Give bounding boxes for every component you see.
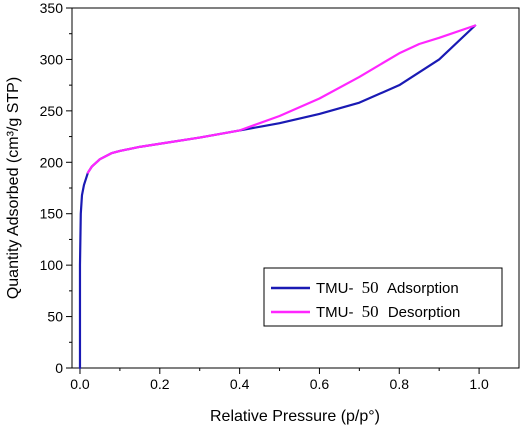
legend-prefix: TMU- (316, 304, 354, 321)
legend-number: 50 (362, 302, 379, 321)
axis-ticks: 0 50 100 150 200 250 300 350 0.0 0.2 0.4 0.6 0.8 1.0 (40, 0, 489, 392)
x-tick-label: 0.0 (70, 376, 90, 392)
y-tick-label: 250 (40, 103, 64, 119)
legend-suffix: Adsorption (387, 280, 459, 297)
y-tick-label: 350 (40, 0, 64, 16)
legend-label-desorption: TMU- 50 Desorption (316, 302, 460, 321)
series-lines (78, 24, 477, 370)
x-tick-label: 1.0 (469, 376, 489, 392)
y-axis-title: Quantity Adsorbed (cm³/g STP) (5, 77, 22, 299)
x-tick-label: 0.2 (150, 376, 170, 392)
y-tick-label: 300 (40, 51, 64, 67)
legend-suffix: Desorption (388, 304, 461, 321)
legend-number: 50 (362, 278, 379, 297)
y-tick-label: 0 (55, 360, 63, 376)
x-tick-label: 0.4 (230, 376, 250, 392)
legend: TMU- 50 Adsorption TMU- 50 Desorption (263, 267, 503, 327)
y-tick-label: 150 (40, 206, 64, 222)
legend-box (263, 267, 503, 327)
y-tick-label: 200 (40, 154, 64, 170)
x-tick-label: 0.8 (390, 376, 410, 392)
x-tick-label: 0.6 (310, 376, 330, 392)
legend-prefix: TMU- (316, 280, 354, 297)
y-tick-label: 100 (40, 257, 64, 273)
x-axis-title: Relative Pressure (p/p°) (210, 408, 380, 425)
legend-label-adsorption: TMU- 50 Adsorption (316, 278, 459, 297)
series-desorption-line (86, 24, 477, 174)
y-tick-label: 50 (47, 309, 63, 325)
